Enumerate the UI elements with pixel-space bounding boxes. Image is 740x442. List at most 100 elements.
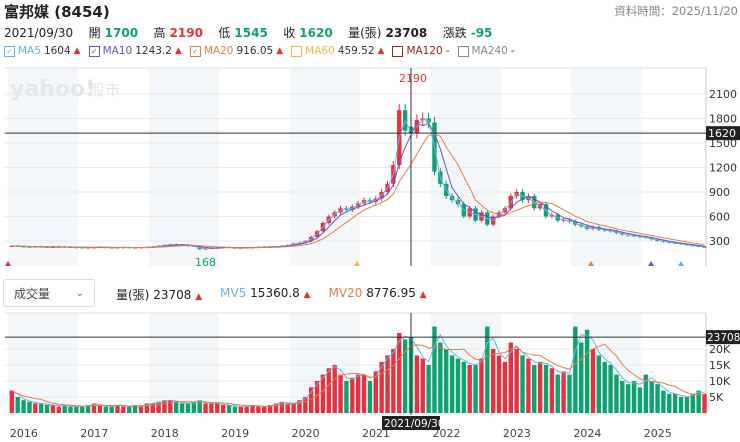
- volume-bar: [678, 397, 684, 413]
- vol-value: 23708: [153, 288, 192, 302]
- volume-bar: [144, 403, 150, 413]
- volume-bar: [643, 374, 648, 413]
- quote-date: 2021/09/30: [4, 26, 74, 40]
- volume-bar: [661, 390, 666, 413]
- volume-bar: [614, 374, 619, 413]
- up-arrow-icon: ▲: [303, 290, 311, 300]
- volume-bar: [379, 361, 384, 413]
- indicator-select[interactable]: 成交量 ⌄: [3, 279, 95, 307]
- volume-bar: [496, 355, 502, 413]
- ma-toggle-ma240[interactable]: MA240-: [457, 45, 515, 57]
- volume-bar: [414, 355, 420, 413]
- volume-bar: [502, 361, 508, 413]
- volume-legend: 量(張) 23708 ▲ MV5 15360.8 ▲ MV20 8776.95 …: [116, 286, 427, 303]
- x-axis-year: 2016: [10, 427, 38, 440]
- volume-bar: [215, 403, 220, 413]
- volume-bar: [696, 390, 701, 413]
- volume-bar: [33, 403, 38, 413]
- ma-name: MA20: [203, 45, 234, 57]
- high-label: 高: [153, 26, 166, 40]
- open-value: 1700: [104, 26, 139, 40]
- ma-value: 916.05: [236, 45, 274, 57]
- x-axis-year: 2018: [151, 427, 179, 440]
- volume-bar: [438, 342, 443, 413]
- close-value: 1620: [299, 26, 333, 40]
- yahoo-logo: yahoo!: [10, 77, 95, 102]
- volume-tick: 15K: [709, 359, 731, 372]
- volume-bar: [326, 368, 332, 413]
- volume-bar: [532, 365, 537, 413]
- volume-bar: [80, 406, 85, 413]
- x-axis-year: 2025: [644, 427, 672, 440]
- change-label: 漲跌: [442, 26, 467, 40]
- checkbox-icon[interactable]: [392, 45, 404, 57]
- volume-bar: [479, 358, 484, 413]
- x-axis-year: 2019: [221, 427, 249, 440]
- volume-bar: [590, 349, 596, 413]
- volume-bar: [455, 358, 461, 413]
- ma-name: MA5: [18, 45, 41, 57]
- change-value: -95: [470, 26, 493, 40]
- volume-bar: [156, 401, 161, 413]
- volume-bar: [279, 401, 285, 413]
- volume-bar: [402, 339, 408, 413]
- crosshair-price-label: 1620: [708, 127, 736, 140]
- ma-toggle-ma60[interactable]: MA60 459.52 ▲: [291, 45, 384, 57]
- signal-marker-icon: [354, 261, 360, 266]
- volume-bar: [303, 397, 308, 413]
- volume-bar: [637, 387, 643, 413]
- checkbox-icon[interactable]: ✓: [4, 45, 15, 57]
- volume-bar: [50, 405, 56, 413]
- volume-bar: [56, 406, 61, 413]
- checkbox-icon[interactable]: [291, 45, 303, 57]
- volume-bar: [350, 377, 355, 413]
- checkbox-icon[interactable]: ✓: [88, 45, 100, 57]
- high-value: 2190: [169, 26, 203, 40]
- volume-bar: [68, 406, 73, 413]
- volume-bar: [537, 361, 543, 413]
- ma-toggle-ma10[interactable]: ✓ MA10 1243.2 ▲: [88, 45, 182, 57]
- volume-bar: [238, 406, 243, 413]
- volume-bar: [385, 355, 390, 413]
- volume-bar: [672, 393, 678, 413]
- crosshair-date-label: 2021/09/30: [384, 418, 445, 430]
- volume-bar: [649, 381, 654, 413]
- mv20-value: 8776.95: [366, 286, 416, 300]
- volume-bar: [367, 381, 373, 413]
- volume-bar: [44, 405, 50, 413]
- volume-bar: [273, 403, 279, 413]
- volume-bar: [168, 400, 173, 413]
- mv20-label: MV20: [328, 286, 363, 300]
- ma-value: -: [445, 45, 450, 57]
- signal-marker-icon: [588, 261, 594, 266]
- x-axis-year: 2020: [292, 427, 320, 440]
- indicator-select-value: 成交量: [14, 286, 51, 301]
- volume-bar: [508, 342, 513, 413]
- volume-bar: [432, 326, 437, 413]
- volume-bar: [256, 406, 261, 413]
- volume-bar: [620, 381, 625, 413]
- checkbox-icon[interactable]: ✓: [189, 45, 201, 57]
- price-tick: 2100: [709, 88, 737, 101]
- vol-label: 量(張): [116, 288, 150, 302]
- volume-bar: [338, 374, 343, 413]
- ma-toggle-ma120[interactable]: MA120-: [392, 45, 450, 57]
- ma-toggle-ma20[interactable]: ✓ MA20 916.05 ▲: [189, 45, 283, 57]
- volume-tick: 10K: [709, 375, 731, 388]
- volume-bar: [426, 365, 431, 413]
- data-time: 資料時間：2025/11/20: [614, 4, 738, 18]
- volume-bar: [285, 403, 290, 413]
- high-marker: 2190: [399, 72, 427, 85]
- ma-value: -: [510, 45, 515, 57]
- volume-bar: [62, 405, 67, 413]
- volume-bar: [514, 349, 519, 413]
- volume-bar: [150, 403, 155, 413]
- volume-bar: [226, 405, 232, 413]
- volume-bar: [596, 355, 602, 413]
- price-tick: 900: [709, 186, 730, 199]
- ma-toggle-ma5[interactable]: ✓ MA5 1604 ▲: [4, 45, 81, 57]
- volume-bar: [461, 361, 467, 413]
- checkbox-icon[interactable]: [457, 45, 469, 57]
- volume-tick: 20K: [709, 343, 731, 356]
